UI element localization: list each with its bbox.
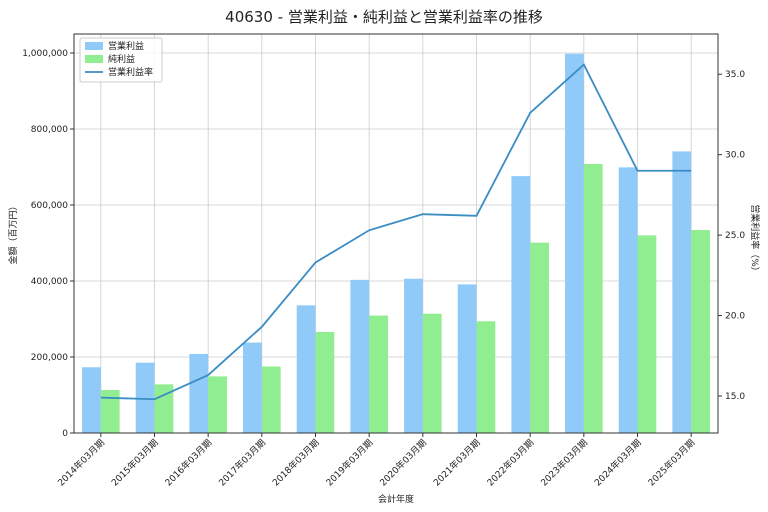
legend-label: 純利益 [108, 53, 135, 65]
bar-operating-profit [135, 362, 155, 433]
y-tick-label: 200,000 [31, 353, 68, 363]
bar-net-profit [208, 376, 227, 433]
bar-operating-profit [189, 353, 209, 433]
x-tick-label: 2020年03月期 [377, 437, 429, 489]
chart-title: 40630 - 営業利益・純利益と営業利益率の推移 [225, 8, 543, 26]
legend-label: 営業利益 [108, 40, 144, 52]
bar-net-profit [583, 163, 603, 433]
y2-axis-label: 営業利益率（%） [749, 204, 761, 276]
bar-operating-profit [672, 151, 692, 434]
bar-net-profit [369, 315, 388, 433]
bar-operating-profit [243, 342, 262, 433]
y2-tick-label: 20.0 [725, 312, 745, 322]
x-axis-label: 会計年度 [378, 493, 414, 505]
y2-tick-label: 35.0 [725, 70, 745, 80]
x-tick-label: 2015年03月期 [109, 437, 161, 489]
bar-operating-profit [511, 176, 531, 433]
x-tick-label: 2025年03月期 [645, 437, 697, 489]
legend-swatch [85, 55, 103, 63]
y-tick-label: 1,000,000 [22, 49, 68, 59]
y-tick-label: 800,000 [31, 125, 68, 135]
x-axis: 2014年03月期 2015年03月期 2016年03月期 2017年03月期 2018… [55, 433, 697, 489]
x-tick-label: 2014年03月期 [55, 437, 107, 489]
bar-net-profit [422, 313, 442, 433]
bar-net-profit [691, 230, 710, 433]
x-tick-label: 2019年03月期 [323, 437, 375, 489]
bar-net-profit [637, 235, 657, 433]
y-axis-label: 金額（百万円） [7, 201, 19, 264]
y2-tick-label: 15.0 [725, 392, 745, 402]
bar-operating-profit [618, 167, 638, 433]
legend-swatch [85, 42, 103, 50]
bar-net-profit [476, 321, 496, 433]
bar-net-profit [100, 390, 120, 433]
ratio-line [100, 63, 692, 401]
bar-operating-profit [82, 367, 101, 433]
bar-operating-profit [296, 305, 316, 433]
bar-net-profit [315, 331, 335, 433]
bar-operating-profit [457, 284, 477, 433]
x-tick-label: 2021年03月期 [431, 437, 483, 489]
x-tick-label: 2016年03月期 [162, 437, 214, 489]
y2-tick-label: 25.0 [725, 231, 745, 241]
x-tick-label: 2017年03月期 [216, 437, 268, 489]
x-tick-label: 2023年03月期 [538, 437, 590, 489]
legend-label: 営業利益率 [108, 66, 153, 78]
right-axis: 15.0 20.0 25.0 30.0 35.0 [718, 70, 745, 402]
y-tick-label: 600,000 [31, 201, 68, 211]
bar-net-profit [530, 242, 549, 433]
x-tick-label: 2022年03月期 [484, 437, 536, 489]
plot-frame [73, 33, 719, 434]
y-tick-label: 0 [62, 429, 68, 439]
bar-operating-profit [350, 279, 370, 433]
left-axis: 0 200,000 400,000 600,000 800,000 1,000,000 [22, 49, 74, 439]
ratio-line-path [100, 63, 692, 401]
bars [82, 53, 710, 434]
x-tick-label: 2024年03月期 [592, 437, 644, 489]
bar-operating-profit [404, 278, 423, 433]
y2-tick-label: 30.0 [725, 151, 745, 161]
x-tick-label: 2018年03月期 [270, 437, 322, 489]
bar-operating-profit [565, 53, 584, 433]
bar-net-profit [261, 366, 281, 433]
y-tick-label: 400,000 [31, 277, 68, 287]
